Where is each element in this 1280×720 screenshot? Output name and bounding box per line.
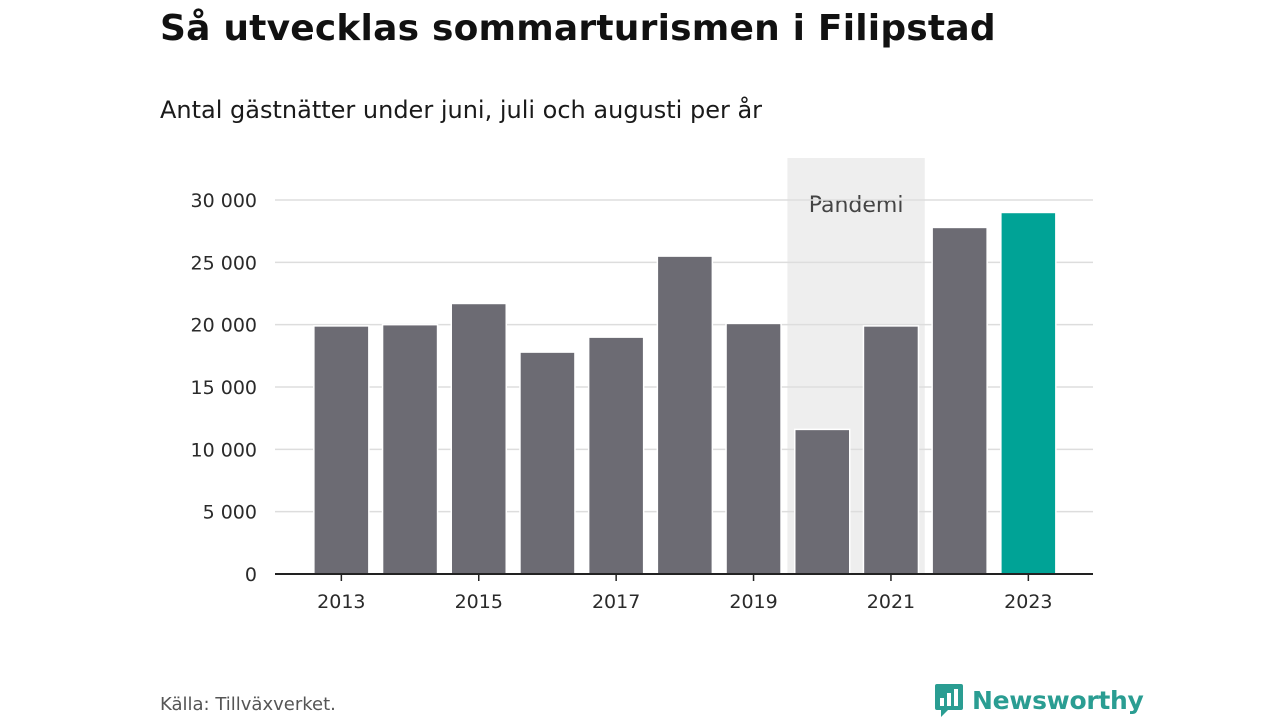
x-tick-label: 2021 xyxy=(867,591,915,613)
axes xyxy=(275,573,1093,581)
x-tick-label: 2023 xyxy=(1004,591,1052,613)
bar-2016 xyxy=(519,351,576,575)
y-tick-label: 10 000 xyxy=(191,439,257,461)
y-tick-label: 0 xyxy=(245,564,257,586)
x-tick-label: 2019 xyxy=(729,591,777,613)
bar-2021 xyxy=(862,325,920,575)
tick-labels: 0 5 000 10 000 15 000 20 000 25 000 30 000 2013… xyxy=(191,190,1053,613)
bar-2018 xyxy=(656,255,714,575)
newsworthy-logo-icon xyxy=(935,684,963,717)
brand-logo[interactable]: Newsworthy xyxy=(934,682,1144,718)
y-tick-label: 15 000 xyxy=(191,377,257,399)
bar-chart: Pandemi 0 5 000 10 000 15 000 20 000 25 000 30… xyxy=(191,158,1093,613)
bar-2017 xyxy=(587,336,645,575)
bar-2020 xyxy=(794,428,851,575)
y-tick-label: 30 000 xyxy=(191,190,257,212)
source-note: Källa: Tillväxverket. xyxy=(160,694,336,715)
y-tick-label: 5 000 xyxy=(203,502,257,524)
x-tick-label: 2017 xyxy=(592,591,640,613)
bar-2014 xyxy=(381,323,439,575)
chart-title: Så utvecklas sommarturismen i Filipstad xyxy=(160,8,996,49)
bar-2015 xyxy=(450,302,507,575)
bar-2013 xyxy=(313,325,370,575)
y-tick-label: 25 000 xyxy=(191,252,257,274)
bar-2023 xyxy=(1000,211,1057,575)
y-tick-label: 20 000 xyxy=(191,315,257,337)
bars xyxy=(313,211,1057,575)
brand-name: Newsworthy xyxy=(972,685,1144,715)
x-tick-label: 2015 xyxy=(455,591,503,613)
x-tick-label: 2013 xyxy=(317,591,365,613)
bar-2019 xyxy=(725,322,782,575)
chart-subtitle: Antal gästnätter under juni, juli och au… xyxy=(160,96,763,124)
bar-2022 xyxy=(931,226,988,575)
pandemic-band-label: Pandemi xyxy=(809,193,904,218)
